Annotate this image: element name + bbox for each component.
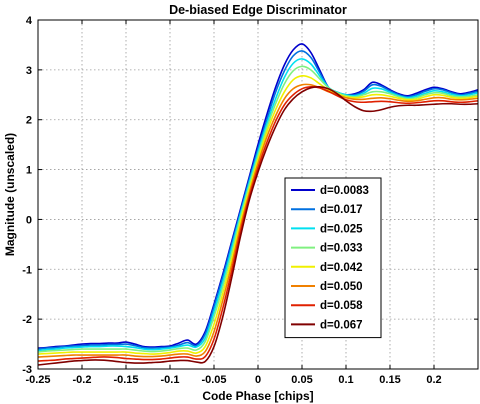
legend-label: d=0.0083 — [320, 185, 369, 197]
y-axis-label: Magnitude (unscaled) — [3, 133, 17, 256]
series-line-d=0.042 — [38, 74, 478, 355]
legend-item: d=0.058 — [291, 300, 363, 312]
legend-item: d=0.017 — [291, 204, 363, 216]
chart-title: De-biased Edge Discriminator — [169, 3, 347, 17]
legend-item: d=0.067 — [291, 319, 363, 331]
y-tick-label: 1 — [26, 165, 32, 177]
y-tick-label: 0 — [26, 214, 32, 226]
series-line-d=0.0083 — [38, 43, 478, 349]
series-line-d=0.067 — [38, 85, 478, 366]
x-axis-label: Code Phase [chips] — [202, 389, 313, 403]
x-tick-label: -0.1 — [161, 374, 180, 386]
y-tick-label: -2 — [22, 314, 32, 326]
x-tick-label: -0.15 — [113, 374, 138, 386]
legend-item: d=0.0083 — [291, 185, 369, 197]
series-line-d=0.058 — [38, 85, 478, 362]
legend-item: d=0.042 — [291, 262, 363, 274]
x-tick-label: 0.05 — [291, 374, 312, 386]
legend-item: d=0.033 — [291, 243, 363, 255]
series-layer — [38, 43, 478, 366]
y-tick-label: 3 — [26, 65, 32, 77]
legend-label: d=0.050 — [320, 281, 363, 293]
series-line-d=0.017 — [38, 50, 478, 350]
legend-label: d=0.042 — [320, 262, 363, 274]
x-tick-label: -0.05 — [201, 374, 226, 386]
series-line-d=0.025 — [38, 58, 478, 352]
legend-label: d=0.033 — [320, 243, 363, 255]
y-tick-label: -3 — [22, 364, 32, 376]
x-tick-label: -0.25 — [25, 374, 50, 386]
y-tick-label: -1 — [22, 264, 32, 276]
series-line-d=0.050 — [38, 83, 478, 358]
legend-box — [284, 177, 382, 339]
legend-label: d=0.067 — [320, 319, 363, 331]
y-tick-label: 2 — [26, 115, 32, 127]
legend-label: d=0.058 — [320, 300, 363, 312]
legend-item: d=0.025 — [291, 223, 363, 235]
y-tick-label: 4 — [26, 15, 33, 27]
legend-label: d=0.025 — [320, 223, 363, 235]
tick-layer: -0.25 -0.2 -0.15 -0.1 -0.05 0 0.05 0.1 0.15 0.2 -3… — [22, 15, 478, 386]
x-tick-label: 0.15 — [379, 374, 400, 386]
x-tick-label: 0.1 — [338, 374, 353, 386]
legend: d=0.0083 d=0.017 d=0.025 d=0.033 d=0.042 d=0.… — [284, 177, 382, 339]
x-tick-label: -0.2 — [73, 374, 92, 386]
legend-item: d=0.050 — [291, 281, 363, 293]
legend-label: d=0.017 — [320, 204, 363, 216]
x-tick-label: 0 — [255, 374, 261, 386]
series-line-d=0.033 — [38, 65, 478, 353]
x-tick-label: 0.2 — [426, 374, 441, 386]
